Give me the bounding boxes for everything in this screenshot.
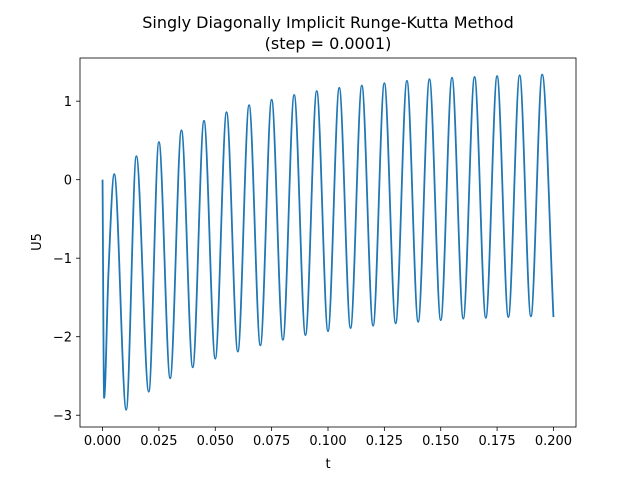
y-tick-label: −1 xyxy=(53,252,72,267)
y-axis: −3 −2 −1 0 1 xyxy=(53,95,80,424)
y-axis-label: U5 xyxy=(30,233,45,251)
x-tick-label: 0.150 xyxy=(422,434,459,449)
chart-title: Singly Diagonally Implicit Runge-Kutta M… xyxy=(142,13,514,32)
x-tick-label: 0.175 xyxy=(478,434,515,449)
x-tick-label: 0.200 xyxy=(535,434,572,449)
x-tick-label: 0.100 xyxy=(309,434,346,449)
y-tick-label: −2 xyxy=(53,331,72,346)
x-tick-label: 0.125 xyxy=(366,434,403,449)
x-axis: 0.000 0.025 0.050 0.075 0.100 0.125 0.150 0.175… xyxy=(84,427,572,449)
chart-subtitle: (step = 0.0001) xyxy=(265,34,392,53)
x-tick-label: 0.025 xyxy=(140,434,177,449)
series-line-u5 xyxy=(101,73,555,411)
x-tick-label: 0.075 xyxy=(253,434,290,449)
x-tick-label: 0.050 xyxy=(197,434,234,449)
y-tick-label: 0 xyxy=(64,174,72,189)
y-tick-label: 1 xyxy=(64,95,72,110)
y-tick-label: −3 xyxy=(53,409,72,424)
x-tick-label: 0.000 xyxy=(84,434,121,449)
x-axis-label: t xyxy=(325,457,330,472)
